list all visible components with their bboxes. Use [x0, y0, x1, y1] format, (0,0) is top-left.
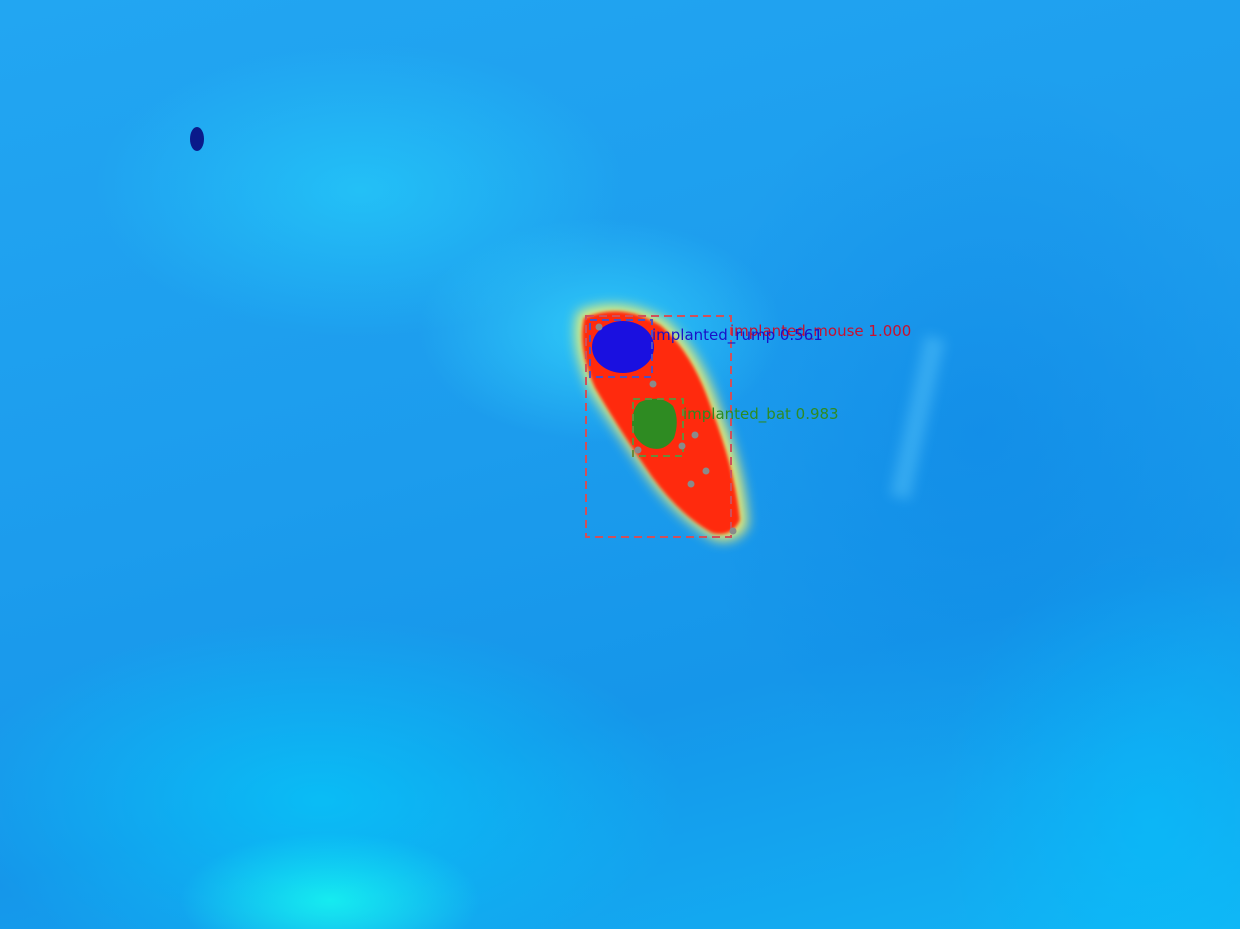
- bat-blob: [632, 398, 677, 449]
- bbox-mouse: [585, 315, 732, 538]
- glare-streak: [890, 335, 945, 500]
- keypoints: [595, 323, 737, 535]
- label-implanted-mouse: implanted_mouse 1.000: [730, 322, 912, 340]
- dark-spot: [190, 127, 204, 151]
- label-implanted-rump: implanted_rump 0.561: [652, 326, 823, 344]
- rump-blob: [592, 321, 654, 373]
- label-implanted-bat: implanted_bat 0.983: [683, 405, 839, 423]
- bbox-rump: [589, 319, 653, 378]
- bbox-bat: [632, 398, 684, 457]
